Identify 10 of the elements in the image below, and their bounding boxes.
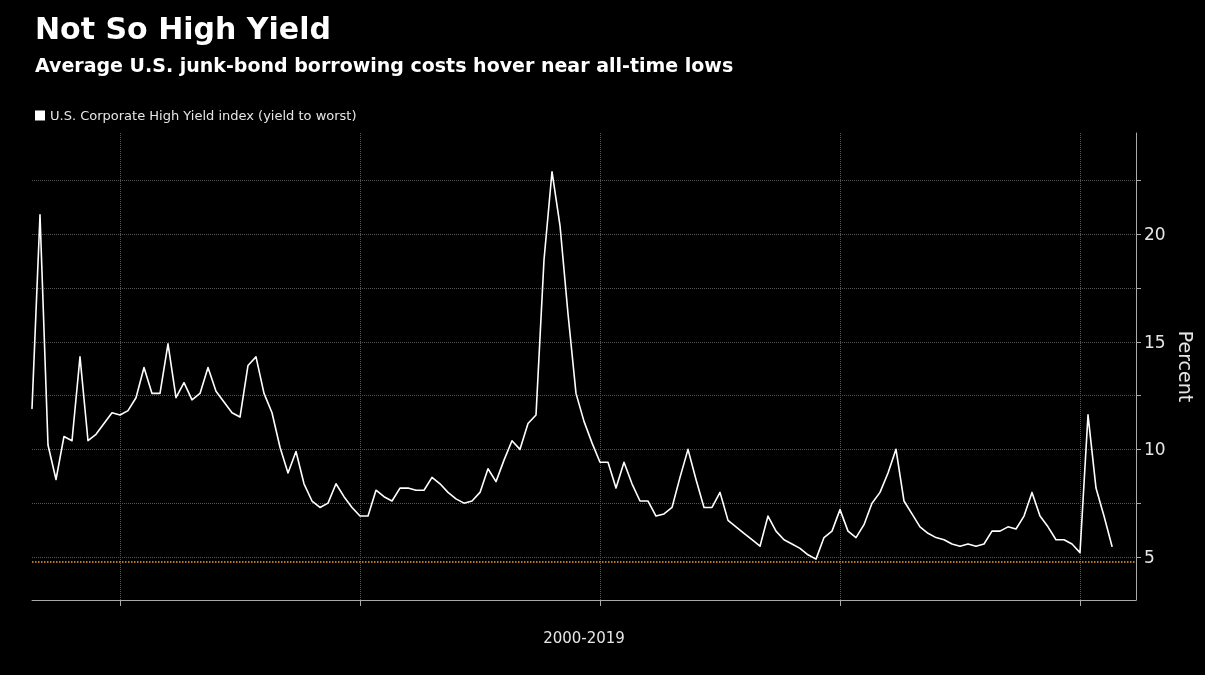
y-tick-label: 10	[1144, 439, 1166, 460]
y-tick-label: 20	[1144, 224, 1166, 245]
chart-title: Not So High Yield	[35, 10, 331, 46]
x-axis-title: 2000-2019	[543, 628, 625, 647]
y-tick-label: 5	[1144, 546, 1155, 567]
legend-label: U.S. Corporate High Yield index (yield to worst)	[50, 108, 357, 123]
chart-subtitle: Average U.S. junk-bond borrowing costs hover near all-time lows	[35, 53, 734, 76]
y-tick-label: 15	[1144, 331, 1166, 352]
y-axis-title: Percent	[1175, 330, 1198, 403]
line-series	[31, 170, 1113, 560]
